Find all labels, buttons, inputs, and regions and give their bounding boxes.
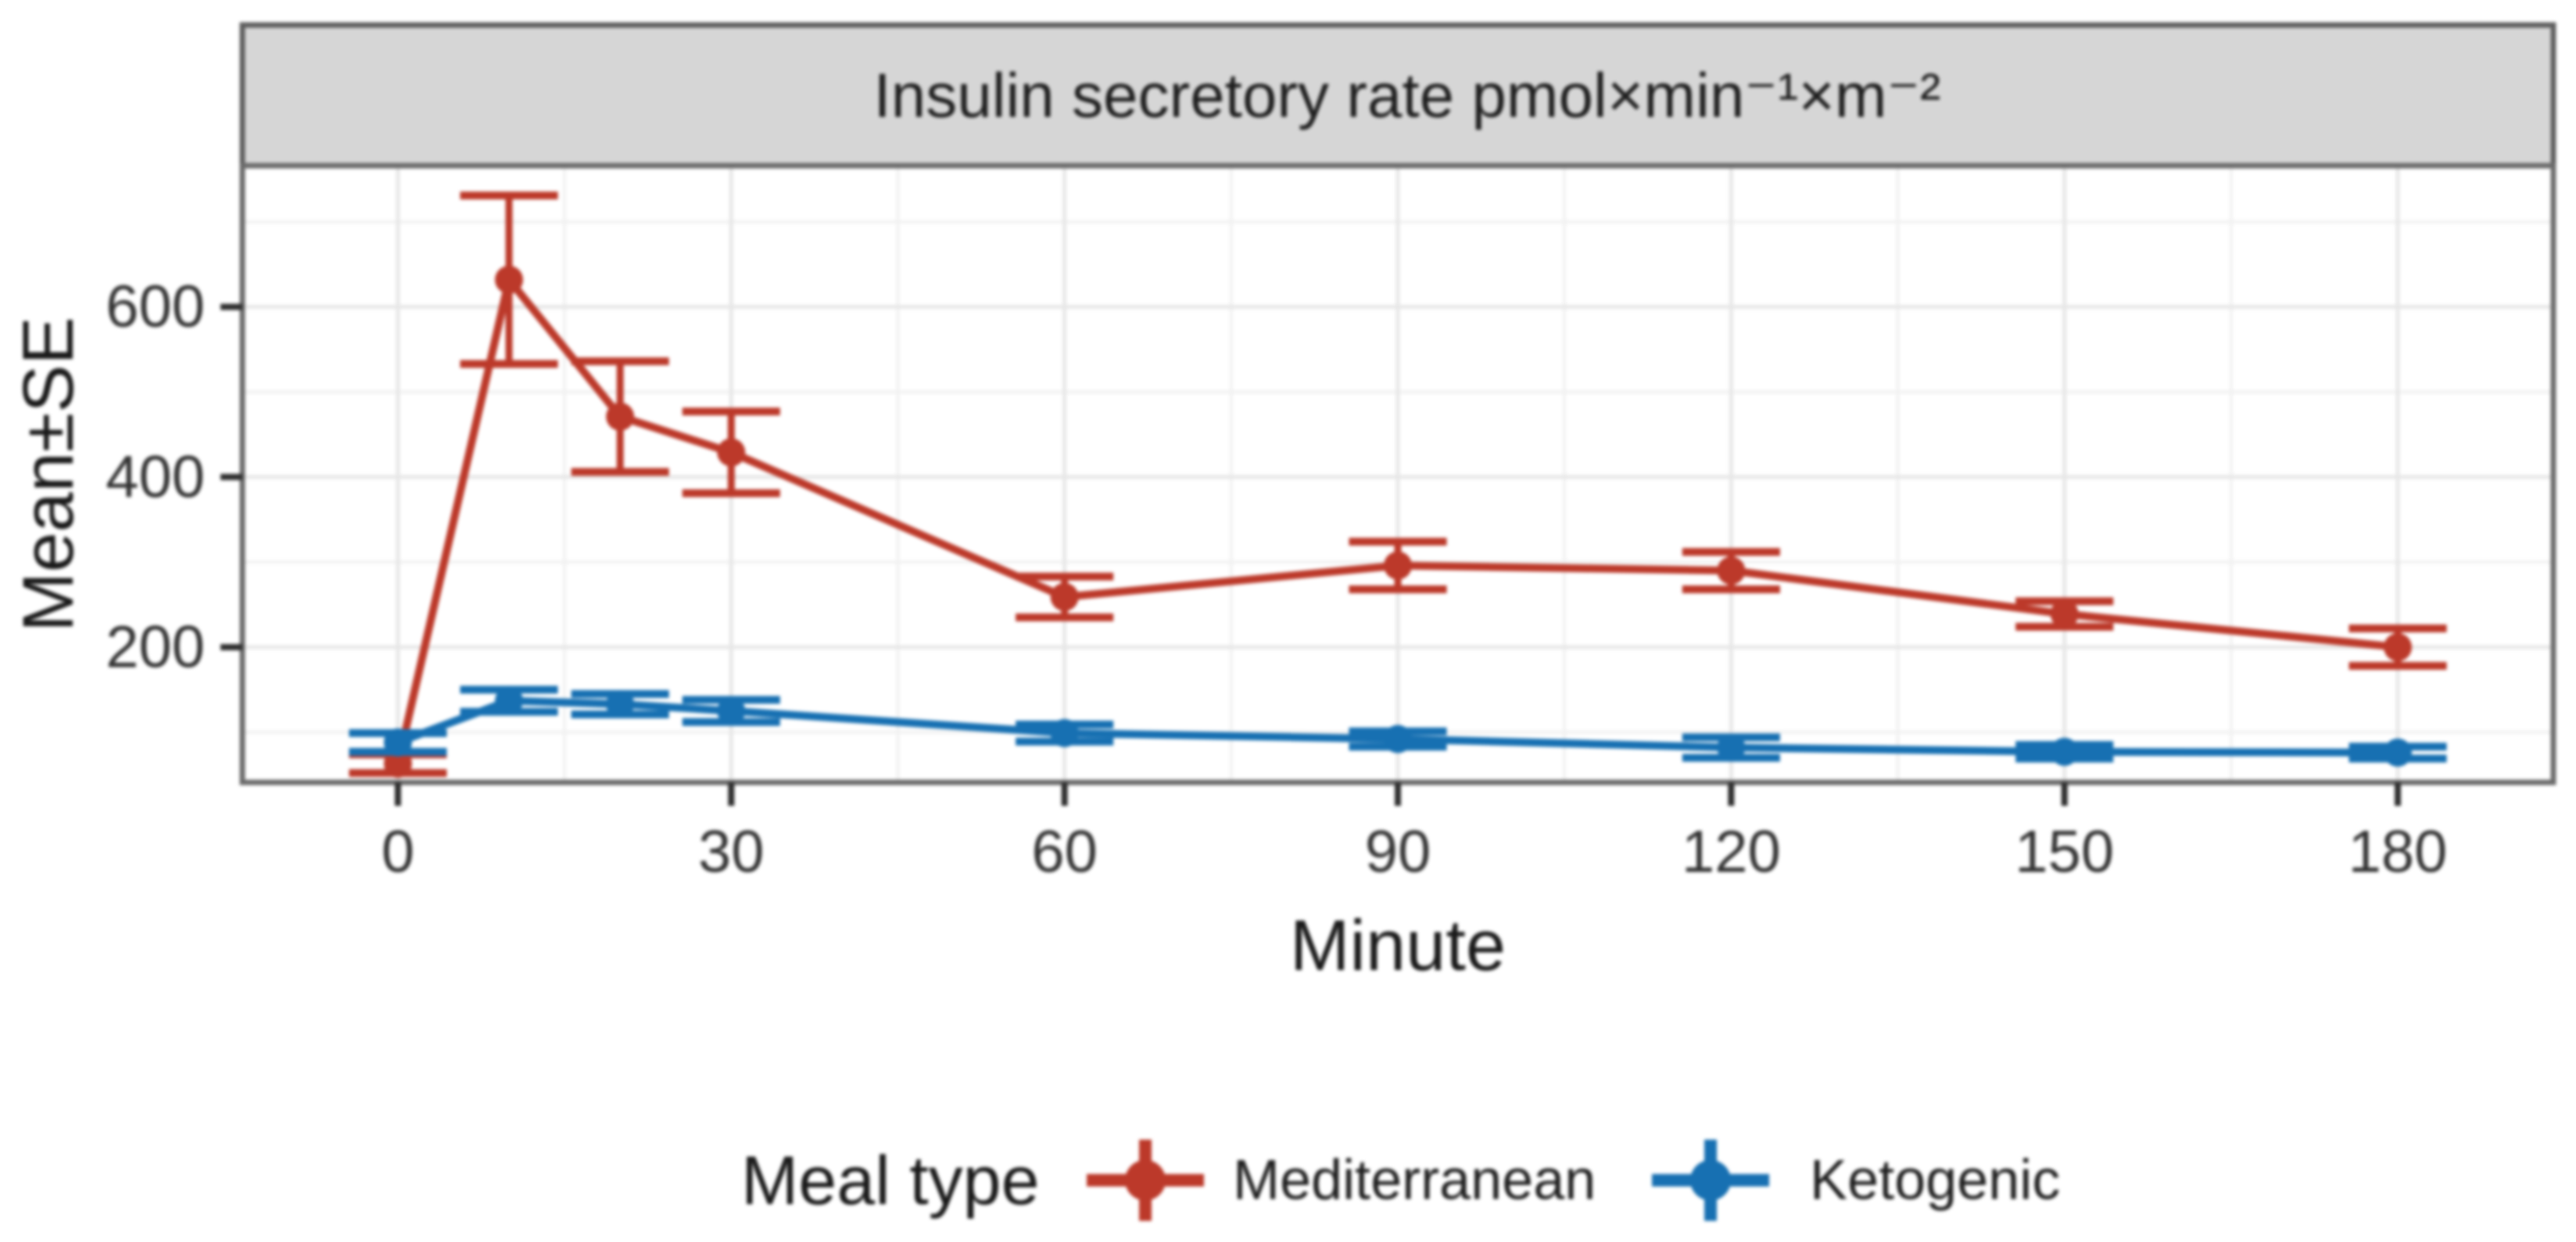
y-tick-label: 200 [106, 614, 205, 680]
data-point [1384, 551, 1412, 580]
axes: 200 400 600 0 30 60 90 120 150 180 [106, 274, 2447, 885]
legend-key-point [1690, 1160, 1731, 1201]
facet-strip [239, 22, 2556, 169]
data-point [2050, 600, 2079, 628]
data-point [2384, 738, 2413, 767]
data-point [717, 438, 746, 467]
data-point [495, 686, 524, 715]
x-tick-label: 30 [698, 819, 765, 886]
y-axis-title: Mean±SE [9, 317, 88, 632]
y-tick-label: 400 [106, 444, 205, 510]
facet-strip-title: Insulin secretory rate pmol×min⁻¹×m⁻² [874, 61, 1941, 131]
data-series [349, 191, 2447, 778]
data-point [1717, 557, 1746, 585]
data-point [1384, 725, 1412, 753]
data-point [2384, 632, 2413, 661]
legend-key-point [1125, 1160, 1166, 1201]
y-tick-label: 600 [106, 274, 205, 340]
series-mediterranean [349, 191, 2447, 778]
data-point [606, 689, 635, 718]
data-point [2050, 737, 2079, 766]
data-point [1050, 718, 1079, 747]
legend-title: Meal type [741, 1142, 1040, 1219]
legend-key-ketogenic-icon [1652, 1140, 1769, 1221]
x-tick-label: 150 [2015, 819, 2114, 886]
x-tick-label: 180 [2348, 819, 2448, 886]
x-tick-label: 0 [382, 819, 414, 886]
data-point [606, 403, 635, 431]
series-ketogenic [349, 685, 2447, 767]
data-point [495, 265, 524, 294]
data-point [717, 696, 746, 725]
data-point [383, 750, 412, 778]
legend-key-mediterranean-icon [1087, 1140, 1204, 1221]
x-tick-label: 90 [1365, 819, 1431, 886]
data-point [1717, 733, 1746, 762]
legend-label-mediterranean: Mediterranean [1233, 1149, 1596, 1212]
legend: Meal type Mediterranean Ketogenic [741, 1140, 2060, 1221]
data-point [383, 728, 412, 757]
x-tick-label: 120 [1682, 819, 1781, 886]
x-tick-label: 60 [1031, 819, 1098, 886]
legend-label-ketogenic: Ketogenic [1810, 1149, 2060, 1212]
data-point [1050, 582, 1079, 611]
x-axis-title: Minute [1290, 906, 1506, 986]
